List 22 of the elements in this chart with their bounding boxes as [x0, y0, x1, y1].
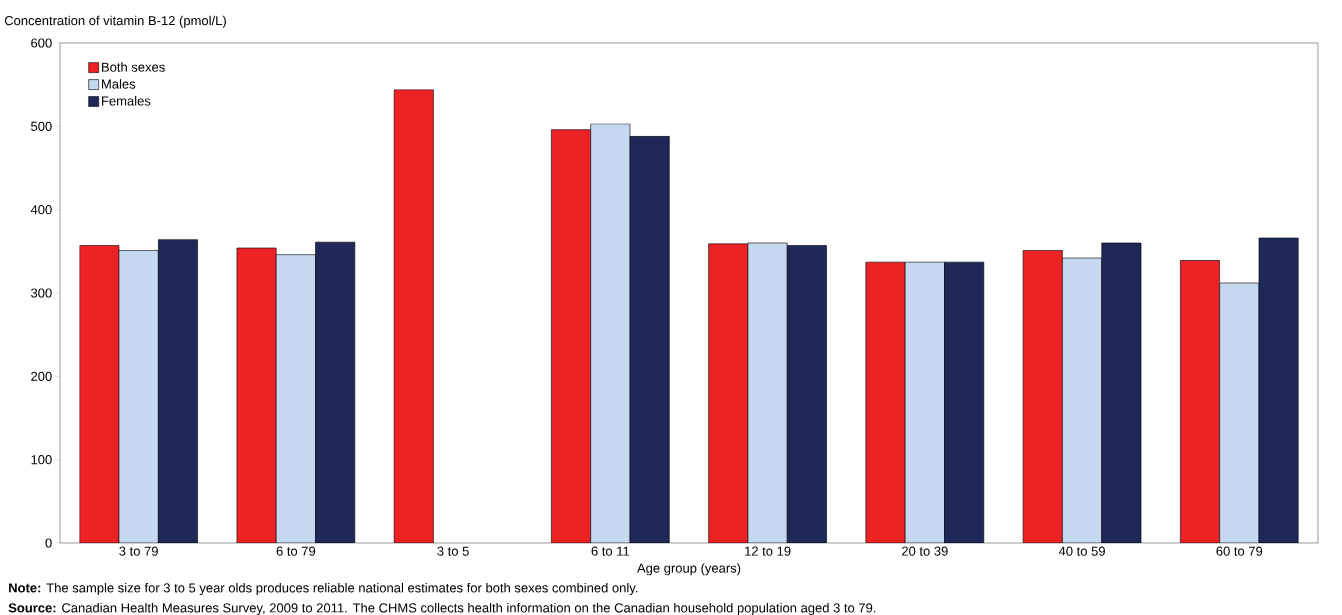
y-tick-label: 500 [31, 121, 52, 131]
y-tick-label: 600 [31, 38, 52, 48]
legend-label: Females [102, 96, 151, 106]
x-tick-label: 20 to 39 [902, 546, 948, 556]
x-tick-label: 3 to 79 [119, 546, 158, 556]
y-tick-label: 200 [31, 371, 52, 381]
legend-label: Both sexes [102, 62, 165, 72]
y-axis-title: Concentration of vitamin B-12 (pmol/L) [4, 15, 226, 28]
y-tick-label: 400 [30, 205, 52, 215]
y-tick-label: 0 [45, 538, 52, 548]
text: Source: Canadian Health Measures Survey, 2009 to 2011. The CHMS collects health information on the Canadian household population aged 3 to 79. [8, 602, 876, 615]
x-tick-label: 60 to 79 [1216, 546, 1263, 556]
y-tick-label: 100 [31, 455, 52, 465]
x-tick-label: 3 to 5 [437, 546, 469, 556]
y-tick-label: 300 [31, 288, 52, 298]
x-tick-label: 12 to 19 [745, 546, 791, 556]
x-axis-title: Age group (years) [637, 563, 741, 576]
legend-label: Males [102, 79, 136, 89]
text: Note: The sample size for 3 to 5 year olds produces reliable national estimates for both sexes combined only. [9, 582, 638, 596]
x-tick-label: 40 to 59 [1058, 546, 1105, 556]
x-tick-label: 6 to 11 [591, 546, 630, 556]
x-tick-label: 6 to 79 [276, 546, 316, 556]
